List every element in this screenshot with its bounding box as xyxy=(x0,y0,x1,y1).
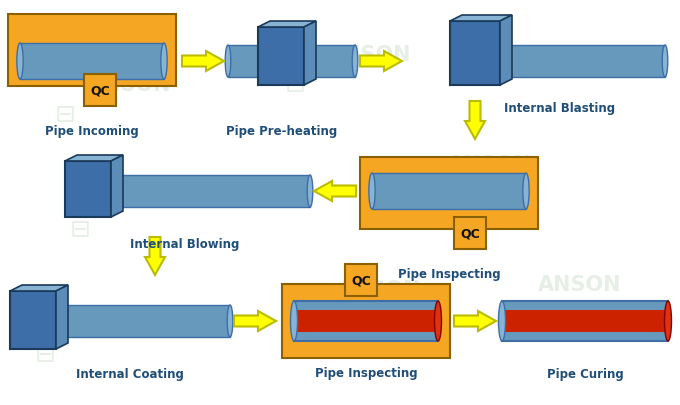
Polygon shape xyxy=(234,311,276,331)
Ellipse shape xyxy=(523,174,529,209)
Polygon shape xyxy=(145,237,165,275)
Bar xyxy=(294,301,438,341)
Ellipse shape xyxy=(227,305,233,337)
Polygon shape xyxy=(258,22,316,28)
Text: ⊟: ⊟ xyxy=(284,73,305,97)
Text: ANSON: ANSON xyxy=(328,45,412,65)
Text: QC: QC xyxy=(351,274,371,287)
Polygon shape xyxy=(500,16,512,86)
Text: Internal Coating: Internal Coating xyxy=(76,367,184,380)
Ellipse shape xyxy=(457,46,463,78)
Ellipse shape xyxy=(104,175,109,207)
Ellipse shape xyxy=(352,46,358,78)
Bar xyxy=(65,162,111,217)
Bar xyxy=(84,75,116,107)
Bar xyxy=(360,158,538,230)
Text: Pipe Incoming: Pipe Incoming xyxy=(45,125,139,138)
Bar xyxy=(10,291,56,349)
Text: ⊟: ⊟ xyxy=(54,103,75,127)
Text: Pipe Inspecting: Pipe Inspecting xyxy=(315,366,418,379)
Ellipse shape xyxy=(225,46,231,78)
Ellipse shape xyxy=(290,301,298,341)
Bar xyxy=(228,46,355,78)
Polygon shape xyxy=(65,156,123,162)
Ellipse shape xyxy=(664,301,671,341)
Bar xyxy=(454,217,486,249)
Polygon shape xyxy=(450,16,512,22)
Polygon shape xyxy=(111,156,123,217)
Ellipse shape xyxy=(49,305,55,337)
Text: ANSON: ANSON xyxy=(338,279,422,299)
Bar xyxy=(52,305,230,337)
Bar xyxy=(372,174,526,209)
Bar xyxy=(450,22,500,86)
Polygon shape xyxy=(304,22,316,86)
Ellipse shape xyxy=(662,46,668,78)
Bar xyxy=(282,284,450,358)
Bar xyxy=(294,310,438,332)
Bar xyxy=(107,175,310,207)
Bar xyxy=(345,264,377,296)
Text: ⊟: ⊟ xyxy=(69,217,90,241)
Bar xyxy=(502,310,668,332)
Text: ANSON: ANSON xyxy=(78,309,162,329)
Text: ⊟: ⊟ xyxy=(35,342,56,366)
Text: Pipe Curing: Pipe Curing xyxy=(547,367,624,380)
Text: Internal Blowing: Internal Blowing xyxy=(131,237,239,250)
Text: ANSON: ANSON xyxy=(539,274,622,294)
Polygon shape xyxy=(454,311,496,331)
Bar xyxy=(460,46,665,78)
Ellipse shape xyxy=(369,174,375,209)
Polygon shape xyxy=(465,102,485,140)
Polygon shape xyxy=(56,285,68,349)
Text: ANSON: ANSON xyxy=(114,190,197,209)
Text: ⊟: ⊟ xyxy=(294,312,316,336)
Text: Internal Blasting: Internal Blasting xyxy=(505,102,615,115)
Bar xyxy=(502,301,668,341)
Text: Pipe Pre-heating: Pipe Pre-heating xyxy=(226,125,338,138)
Ellipse shape xyxy=(17,44,23,80)
Text: ANSON: ANSON xyxy=(88,75,172,95)
Polygon shape xyxy=(10,285,68,291)
Text: ⊟: ⊟ xyxy=(405,183,426,207)
Bar xyxy=(8,15,176,87)
Text: ANSON: ANSON xyxy=(448,155,532,175)
Ellipse shape xyxy=(435,301,441,341)
Ellipse shape xyxy=(498,301,505,341)
Text: QC: QC xyxy=(90,84,110,97)
Polygon shape xyxy=(182,52,224,72)
Text: QC: QC xyxy=(460,227,480,240)
Polygon shape xyxy=(314,181,356,202)
Ellipse shape xyxy=(307,175,313,207)
Bar xyxy=(20,44,164,80)
Polygon shape xyxy=(360,52,402,72)
Ellipse shape xyxy=(161,44,167,80)
Text: Pipe Inspecting: Pipe Inspecting xyxy=(398,267,500,280)
Text: ⊟: ⊟ xyxy=(494,307,515,331)
Bar xyxy=(258,28,304,86)
